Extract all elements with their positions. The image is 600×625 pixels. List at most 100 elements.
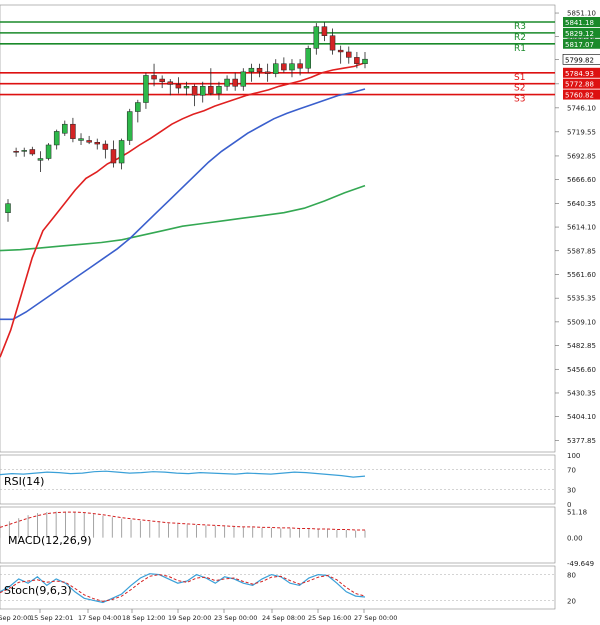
candle-up xyxy=(5,203,11,213)
y-tick-label: 5404.10 xyxy=(567,413,596,421)
candle-down xyxy=(297,63,303,69)
macd-label: MACD(12,26,9) xyxy=(8,534,92,547)
y-tick-label: 5456.60 xyxy=(567,366,596,374)
stoch-k-line xyxy=(0,573,366,604)
level-tag-bg xyxy=(563,78,600,89)
candle-down xyxy=(256,67,263,73)
rsi-tick-label: 70 xyxy=(567,467,576,475)
level-tag-s2: 5772.88 xyxy=(565,81,594,89)
y-tick-label: 5692.85 xyxy=(567,152,596,160)
macd-panel: 51.18 0.00 -49.649 MACD(12,26,9) xyxy=(0,506,594,568)
candle-up xyxy=(273,63,279,74)
candle-up xyxy=(240,71,247,87)
candle-up xyxy=(216,86,222,94)
candle-up xyxy=(126,111,133,141)
main-plot-frame xyxy=(0,4,556,453)
rsi-frame xyxy=(0,454,556,505)
y-tick-label: 5430.35 xyxy=(567,389,596,397)
stoch-panel: 80 20 Stoch(9,6,3) xyxy=(0,565,576,610)
rsi-label: RSI(14) xyxy=(4,475,44,488)
y-tick-label: 5509.10 xyxy=(567,318,596,326)
main-price-panel: 5851.105825.155799.825772.705746.105719.… xyxy=(0,4,600,453)
stoch-label: Stoch(9,6,3) xyxy=(4,584,72,597)
stoch-tick-label: 80 xyxy=(567,572,576,580)
ema-blue-line xyxy=(0,88,366,321)
x-tick-label: 19 Sep 20:00 xyxy=(168,614,211,622)
candle-down xyxy=(29,149,36,155)
candle-down xyxy=(321,26,328,36)
y-tick-label: 5377.85 xyxy=(567,437,596,445)
level-label-r1: R1 xyxy=(514,44,526,54)
candle-down xyxy=(281,63,287,71)
level-label-r3: R3 xyxy=(514,22,526,32)
rsi-tick-label: 30 xyxy=(567,486,576,494)
candle-up xyxy=(248,67,255,73)
candle-up xyxy=(53,131,60,146)
candle-up xyxy=(305,48,311,69)
level-tag-r3: 5841.18 xyxy=(565,19,594,27)
candle-down xyxy=(151,75,157,80)
y-tick-label: 5719.55 xyxy=(567,128,596,136)
current-price-tag-bg xyxy=(562,54,600,65)
level-tag-s3: 5760.82 xyxy=(565,92,594,100)
candle-down xyxy=(354,57,360,64)
candle-down xyxy=(191,86,198,96)
current-price-tag: 5799.82 xyxy=(565,56,594,64)
candle-up xyxy=(199,86,206,96)
candle-down xyxy=(175,84,182,89)
macd-tick-label: 51.18 xyxy=(567,509,587,517)
macd-tick-label: 0.00 xyxy=(567,535,583,543)
level-tag-r2: 5829.12 xyxy=(565,30,594,38)
y-tick-label: 5640.35 xyxy=(567,200,596,208)
y-tick-label: 5587.85 xyxy=(567,247,596,255)
x-tick-label: 23 Sep 00:00 xyxy=(214,614,257,622)
candle-up xyxy=(21,150,27,152)
level-label-s3: S3 xyxy=(514,95,525,105)
macd-tick-label: -49.649 xyxy=(567,560,594,568)
stoch-frame xyxy=(0,565,556,610)
x-tick-label: 17 Sep 04:00 xyxy=(78,614,121,622)
rsi-tick-label: 0 xyxy=(567,501,571,509)
x-tick-label: 25 Sep 16:00 xyxy=(308,614,351,622)
y-tick-label: 5561.60 xyxy=(567,271,596,279)
rsi-tick-label: 100 xyxy=(567,452,580,460)
ema-red-line xyxy=(0,62,366,358)
level-tag-r1: 5817.07 xyxy=(565,41,594,49)
candle-down xyxy=(232,78,238,87)
y-tick-label: 5614.10 xyxy=(567,224,596,232)
candle-down xyxy=(86,140,92,143)
y-tick-label: 5535.35 xyxy=(567,295,596,303)
y-tick-label: 5482.85 xyxy=(567,342,596,350)
candle-down xyxy=(329,35,336,51)
y-tick-label: 5666.60 xyxy=(567,176,596,184)
candle-down xyxy=(102,143,109,150)
x-tick-label: 15 Sep 20:00 xyxy=(0,614,31,622)
candle-up xyxy=(143,75,149,103)
level-tag-bg xyxy=(563,89,600,100)
candle-down xyxy=(110,149,117,164)
candle-down xyxy=(167,81,174,85)
candle-up xyxy=(313,26,320,49)
candle-up xyxy=(45,144,52,159)
candle-up xyxy=(135,102,141,112)
candle-down xyxy=(264,71,271,74)
candle-down xyxy=(13,151,19,153)
rsi-panel: 100 70 30 0 RSI(14) xyxy=(0,452,580,509)
level-label-s1: S1 xyxy=(514,73,525,83)
level-tag-bg xyxy=(563,67,600,78)
candle-up xyxy=(362,58,368,64)
x-tick-label: 24 Sep 08:00 xyxy=(262,614,305,622)
candle-up xyxy=(118,140,125,164)
candle-down xyxy=(346,51,352,58)
candle-up xyxy=(289,63,295,71)
level-tag-s1: 5784.93 xyxy=(565,70,594,78)
candle-down xyxy=(94,142,100,145)
candle-up xyxy=(183,86,190,89)
sma-green-line xyxy=(0,184,366,252)
candle-down xyxy=(208,86,214,94)
candle-down xyxy=(70,123,76,139)
candle-up xyxy=(37,158,44,161)
candle-up xyxy=(78,138,84,141)
candle-down xyxy=(159,78,165,83)
